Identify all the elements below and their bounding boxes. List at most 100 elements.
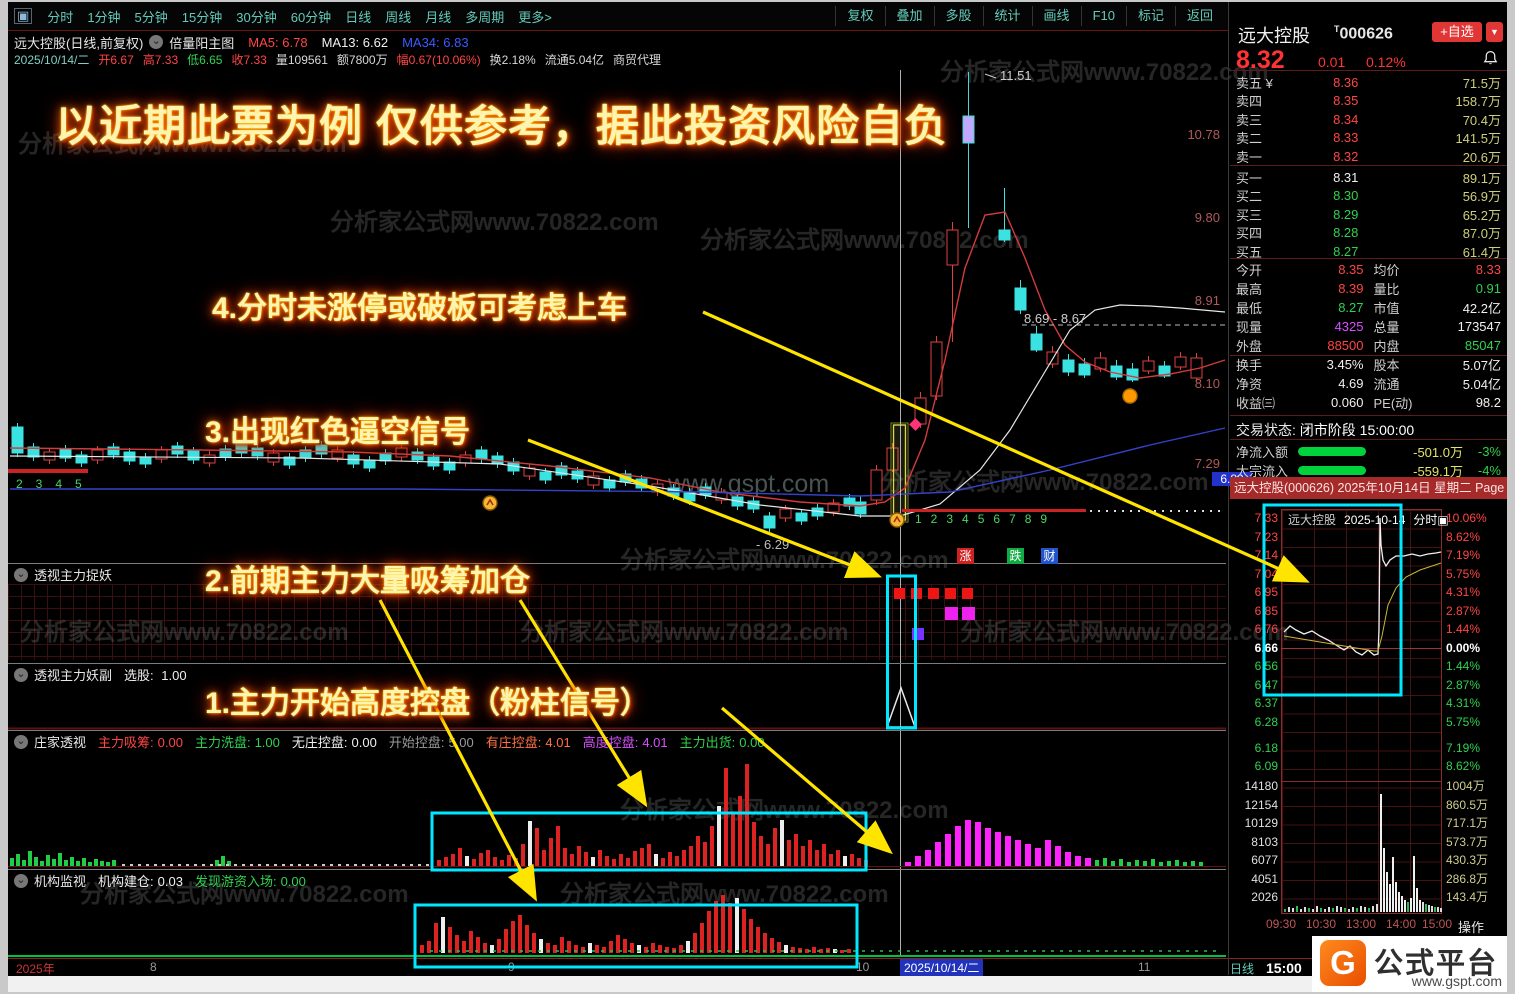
flow-bar — [1298, 447, 1366, 456]
badge-finance[interactable]: 财 — [1041, 548, 1058, 564]
scale-pct: 5.75% — [1446, 566, 1481, 581]
watermark: 分析家公式网www.70822.com — [620, 797, 949, 824]
menu-item[interactable]: 更多> — [518, 9, 552, 25]
scale-vol: 14180 — [1244, 779, 1278, 793]
scale-price: 6.28 — [1254, 714, 1278, 729]
watermark: 分析家公式网www.70822.com — [960, 619, 1289, 646]
panel2-title: 透视主力妖副 — [34, 668, 113, 683]
alert-bell-icon[interactable] — [1482, 50, 1499, 70]
menu-item[interactable]: 返回 — [1174, 6, 1224, 26]
menu-item[interactable]: 60分钟 — [290, 9, 332, 25]
menu-item[interactable]: 15分钟 — [181, 9, 223, 25]
menu-item[interactable]: 5分钟 — [134, 9, 168, 25]
watermark: 分析家公式网www.70822.com — [880, 469, 1209, 496]
scale-vol: 8103 — [1251, 834, 1278, 849]
panel4-param: 发现游资入场: 0.00 — [194, 874, 306, 889]
menu-item[interactable]: 统计 — [982, 6, 1032, 26]
menu-item[interactable]: 周线 — [385, 9, 412, 25]
brand-url[interactable]: www.gspt.com — [1411, 973, 1502, 989]
watermark: 分析家公式网www.70822.com — [330, 209, 659, 236]
scale-price: 6.37 — [1254, 696, 1278, 710]
stats-row: 现量 4325 总量 173547 — [1236, 319, 1501, 335]
menu-item[interactable]: 分时 — [47, 9, 74, 25]
menu-item[interactable]: 30分钟 — [236, 9, 277, 25]
flow-row: 净流入额 -501.0万 -3% — [1236, 444, 1501, 460]
panel3-title: 庄家透视 — [34, 735, 87, 750]
flow-bar — [1298, 466, 1366, 475]
scale-money: 717.1万 — [1446, 816, 1489, 830]
low-value: 低6.65 — [187, 53, 223, 67]
menu-item[interactable]: 标记 — [1125, 6, 1175, 26]
menu-item[interactable]: 多周期 — [465, 9, 505, 25]
period-label[interactable]: 日线 — [1230, 962, 1255, 976]
window-icon[interactable]: ▣ — [14, 8, 33, 24]
badge-up[interactable]: 涨 — [957, 548, 974, 564]
scale-vol: 12154 — [1244, 797, 1278, 812]
y-axis-label: 8.10 — [1194, 376, 1220, 391]
scale-price: 7.14 — [1254, 548, 1278, 562]
open-value: 开6.67 — [98, 53, 134, 67]
watermark: 分析家公式网www.70822.com — [80, 881, 409, 908]
spike-high-label: 11.51 — [1000, 68, 1032, 83]
menu-item[interactable]: 叠加 — [884, 6, 934, 26]
add-favorite-button[interactable]: +自选 — [1432, 22, 1482, 42]
scale-pct: 4.31% — [1446, 696, 1481, 710]
intraday-pct-scale: 10.06% 8.62% 7.19% 5.75% 4.31% 2.87% 1.44% 0.00… — [1446, 509, 1508, 731]
y-axis-label: 7.29 — [1194, 456, 1220, 471]
param-value: 1.00 — [161, 668, 187, 683]
action-button[interactable]: 操作 — [1458, 920, 1485, 935]
intraday-money-scale: 1004万 860.5万 717.1万 573.7万 430.3万 286.8万 143.4… — [1446, 777, 1510, 907]
note2-annotation: 2.前期主力大量吸筹加仓 — [205, 565, 531, 598]
stats-table: 今开 8.35 均价 8.33 最高 8.39 量比 0.91 最低 8.27 … — [1236, 260, 1501, 412]
buy-row: 买一 8.31 89.1万 — [1236, 170, 1501, 186]
intraday-vol-scale: 14180 12154 10129 8103 6077 4051 2026 — [1228, 777, 1278, 907]
scale-price: 6.56 — [1254, 659, 1278, 673]
panel2-header: ⌄ 透视主力妖副 选股: 1.00 — [14, 666, 187, 683]
chevron-down-icon[interactable]: ⌄ — [14, 567, 28, 582]
quote-panel: 远大控股 T000626 +自选 ▼ 8.32 0.01 0.12% 卖五 ¥ … — [1230, 18, 1507, 479]
intraday-header-bar: 远大控股(000626) 2025年10月14日 星期二 Page — [1230, 477, 1507, 499]
scale-price: 7.33 — [1254, 511, 1278, 525]
panel1-title: 透视主力捉妖 — [34, 568, 113, 583]
favorite-caret-button[interactable]: ▼ — [1486, 22, 1503, 42]
sell-row: 卖一 8.32 20.6万 — [1236, 148, 1501, 165]
intraday-price-scale: 7.33 7.23 7.14 7.04 6.95 6.85 6.76 6.66 6.56 6.47… — [1232, 509, 1278, 731]
intraday-pct-scale2: 7.19% 8.62% — [1446, 740, 1508, 775]
price-change: 0.01 — [1318, 54, 1346, 70]
change-value: 幅0.67(10.06%) — [396, 53, 481, 67]
panel3-param: 主力出货: 0.00 — [679, 735, 765, 750]
low-label: - 6.29 — [756, 537, 790, 552]
float-cap-value: 流通5.04亿 — [544, 53, 605, 67]
menu-item[interactable]: 日线 — [345, 9, 372, 25]
menu-item[interactable]: 多股 — [933, 6, 983, 26]
menu-item[interactable]: F10 — [1080, 6, 1126, 26]
menu-item[interactable]: 月线 — [425, 9, 452, 25]
scale-price: 6.95 — [1254, 585, 1278, 599]
buy-row: 买四 8.28 87.0万 — [1236, 225, 1501, 242]
sell-row: 卖二 8.33 141.5万 — [1236, 130, 1501, 147]
scale-pct: 8.62% — [1446, 758, 1481, 773]
note1-annotation: 1.主力开始高度控盘（粉柱信号） — [205, 687, 651, 720]
menu-item[interactable]: 画线 — [1031, 6, 1081, 26]
scale-pct: 1.44% — [1446, 659, 1481, 673]
chevron-down-icon[interactable]: ⌄ — [14, 873, 28, 888]
panel1-header: ⌄ 透视主力捉妖 — [14, 566, 112, 583]
watermark-gspt: www.gspt.com — [668, 470, 830, 498]
chevron-down-icon[interactable]: ⌄ — [14, 667, 28, 682]
turnover-value: 换2.18% — [489, 53, 536, 67]
menu-item[interactable]: 复权 — [835, 6, 884, 26]
chevron-down-icon[interactable]: ⌄ — [14, 734, 28, 749]
ma5-label: MA5: 6.78 — [248, 34, 308, 50]
menu-item[interactable]: 1分钟 — [87, 9, 121, 25]
scale-vol: 10129 — [1244, 816, 1278, 830]
stats-row: 收益㈢ 0.060 PE(动) 98.2 — [1236, 395, 1501, 411]
sector-label: 商贸代理 — [613, 53, 662, 67]
volume-value: 量109561 — [275, 53, 328, 67]
badge-down[interactable]: 跌 — [1007, 548, 1024, 564]
range-label: 8.69 - 8.67 — [1024, 311, 1087, 326]
scale-money: 1004万 — [1446, 779, 1485, 793]
sell-row: 卖五 ¥ 8.36 71.5万 — [1236, 75, 1501, 91]
panel3-param: 高度控盘: 4.01 — [582, 735, 668, 750]
scale-money: 860.5万 — [1446, 797, 1489, 812]
chevron-down-icon[interactable]: ⌄ — [149, 35, 164, 49]
